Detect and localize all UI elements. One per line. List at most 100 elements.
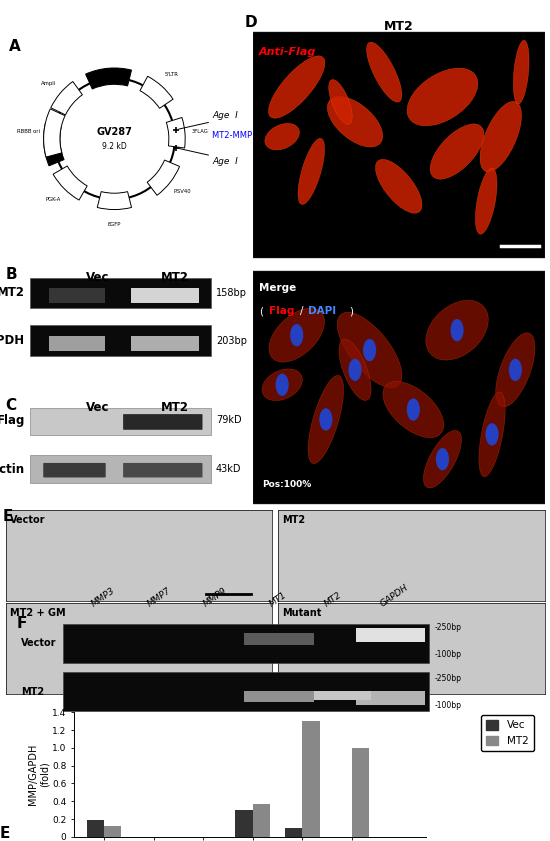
Ellipse shape (407, 399, 420, 420)
Ellipse shape (426, 300, 488, 360)
Ellipse shape (339, 339, 371, 400)
Y-axis label: MMP/GAPDH
(fold): MMP/GAPDH (fold) (28, 744, 50, 805)
Ellipse shape (480, 102, 521, 172)
Text: MMP7: MMP7 (146, 586, 173, 609)
Text: MT1: MT1 (267, 590, 288, 609)
Text: Vec: Vec (86, 401, 109, 414)
Text: Actin: Actin (0, 463, 25, 475)
Legend: Vec, MT2: Vec, MT2 (481, 715, 534, 751)
Ellipse shape (276, 373, 289, 396)
FancyBboxPatch shape (314, 690, 371, 701)
Ellipse shape (290, 324, 303, 346)
Bar (235, 810, 253, 837)
Text: RBBB ori: RBBB ori (17, 129, 40, 134)
Text: MT2-MMP ORF: MT2-MMP ORF (212, 131, 273, 140)
FancyBboxPatch shape (356, 627, 425, 643)
Text: Vec: Vec (86, 271, 109, 284)
FancyBboxPatch shape (30, 325, 211, 356)
Text: C: C (6, 398, 16, 413)
Ellipse shape (298, 138, 324, 204)
Text: Vector: Vector (9, 515, 45, 525)
Text: 203bp: 203bp (216, 336, 247, 346)
FancyBboxPatch shape (131, 288, 199, 303)
Text: GV287: GV287 (96, 126, 133, 136)
Ellipse shape (337, 312, 402, 388)
Wedge shape (147, 160, 179, 195)
FancyBboxPatch shape (63, 624, 429, 663)
Text: P.SV40: P.SV40 (173, 189, 191, 194)
Ellipse shape (450, 319, 464, 341)
Wedge shape (43, 124, 64, 166)
Text: MT2: MT2 (323, 590, 344, 609)
Ellipse shape (424, 431, 461, 488)
Text: 9.2 kD: 9.2 kD (102, 141, 126, 151)
Ellipse shape (475, 168, 497, 234)
FancyBboxPatch shape (356, 690, 425, 705)
Text: -100bp: -100bp (435, 701, 462, 710)
Text: -250bp: -250bp (435, 623, 462, 632)
Text: MMP9: MMP9 (202, 586, 229, 609)
Text: MT2: MT2 (282, 515, 305, 525)
Text: Age  I: Age I (212, 111, 238, 120)
Text: F: F (17, 616, 28, 632)
Text: ): ) (349, 306, 353, 316)
Text: Age  I: Age I (212, 157, 238, 167)
FancyBboxPatch shape (253, 271, 544, 504)
Text: MT2: MT2 (0, 286, 25, 299)
Ellipse shape (383, 382, 444, 437)
Ellipse shape (407, 68, 478, 126)
Text: Pos:100%: Pos:100% (262, 480, 311, 489)
FancyBboxPatch shape (30, 456, 211, 483)
FancyBboxPatch shape (131, 336, 199, 351)
Bar (104, 826, 122, 837)
Text: P.CMV: P.CMV (98, 50, 116, 56)
FancyBboxPatch shape (63, 672, 429, 711)
Ellipse shape (509, 359, 522, 381)
Wedge shape (97, 192, 131, 209)
Ellipse shape (376, 159, 422, 214)
FancyBboxPatch shape (123, 463, 202, 478)
Bar (285, 828, 303, 837)
Text: D: D (244, 15, 257, 30)
Text: 43kD: 43kD (216, 464, 241, 474)
Text: PGK-A: PGK-A (46, 197, 62, 202)
Ellipse shape (363, 339, 376, 361)
Ellipse shape (262, 369, 303, 400)
Text: A: A (9, 39, 20, 54)
Text: 5'LTR: 5'LTR (165, 72, 179, 77)
Text: MT2 + GM: MT2 + GM (9, 607, 65, 617)
Ellipse shape (496, 333, 535, 407)
Bar (352, 748, 369, 837)
Text: -100bp: -100bp (435, 650, 462, 659)
FancyBboxPatch shape (244, 690, 314, 702)
Wedge shape (53, 166, 87, 200)
Text: GAPDH: GAPDH (379, 583, 410, 609)
FancyBboxPatch shape (43, 463, 106, 478)
Ellipse shape (366, 42, 402, 102)
Bar (87, 820, 104, 837)
Text: Flag: Flag (0, 414, 25, 426)
Ellipse shape (269, 308, 324, 362)
Ellipse shape (479, 392, 505, 477)
FancyBboxPatch shape (253, 33, 544, 258)
Wedge shape (140, 77, 173, 108)
Bar (253, 804, 270, 837)
Text: MT2: MT2 (161, 271, 189, 284)
Text: DAPI: DAPI (309, 306, 337, 316)
Wedge shape (43, 108, 65, 157)
FancyBboxPatch shape (30, 278, 211, 308)
Text: E: E (3, 509, 13, 524)
Text: 79kD: 79kD (216, 415, 241, 426)
Text: -250bp: -250bp (435, 674, 462, 683)
Ellipse shape (513, 40, 529, 104)
Text: MT2: MT2 (384, 20, 414, 33)
Text: Anti-Flag: Anti-Flag (259, 47, 316, 57)
Text: Vector: Vector (21, 638, 57, 648)
FancyBboxPatch shape (123, 414, 202, 430)
Ellipse shape (327, 97, 383, 147)
Bar (302, 722, 320, 837)
Ellipse shape (320, 409, 332, 431)
Ellipse shape (430, 124, 484, 179)
Text: EGFP: EGFP (108, 222, 121, 227)
Text: P.CMV: P.CMV (20, 144, 38, 149)
